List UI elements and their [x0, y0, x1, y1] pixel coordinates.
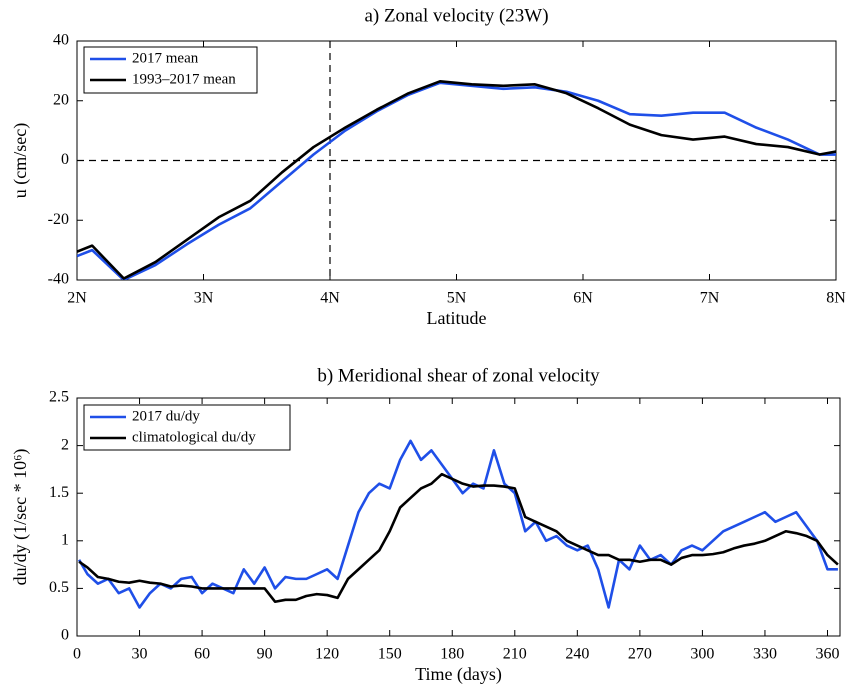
x-tick-label: 360	[815, 646, 839, 663]
y-tick-label: 40	[53, 32, 69, 49]
chart-title: b) Meridional shear of zonal velocity	[317, 365, 600, 386]
legend-label: climatological du/dy	[132, 429, 256, 445]
x-tick-label: 270	[628, 646, 652, 663]
x-tick-label: 120	[315, 646, 339, 663]
plot-lines	[77, 439, 839, 609]
x-tick-label: 240	[565, 646, 589, 663]
x-tick-label: 60	[194, 646, 210, 663]
data-line	[77, 81, 836, 280]
y-tick-label: 0	[61, 151, 69, 168]
x-tick-label: 8N	[826, 290, 846, 307]
legend-label: 2017 mean	[132, 50, 199, 66]
y-axis-label: u (cm/sec)	[10, 123, 31, 198]
data-line	[77, 439, 838, 609]
x-tick-label: 5N	[447, 290, 467, 307]
x-tick-label: 300	[690, 646, 714, 663]
x-tick-label: 2N	[67, 290, 87, 307]
y-tick-label: -40	[48, 271, 69, 288]
y-tick-label: 2.5	[49, 389, 69, 406]
data-line	[77, 80, 836, 280]
chart-title: a) Zonal velocity (23W)	[364, 5, 548, 26]
y-tick-label: 1	[61, 531, 69, 548]
y-tick-label: -20	[48, 211, 69, 228]
x-tick-label: 90	[257, 646, 273, 663]
x-tick-label: 0	[73, 646, 81, 663]
x-tick-label: 210	[503, 646, 527, 663]
x-tick-label: 6N	[573, 290, 593, 307]
y-tick-label: 2	[61, 436, 69, 453]
y-tick-label: 0	[61, 627, 69, 644]
x-axis-label: Time (days)	[415, 664, 502, 685]
y-tick-label: 20	[53, 91, 69, 108]
legend-box	[83, 46, 258, 94]
plot-lines	[77, 80, 836, 280]
legend-label: 1993–2017 mean	[132, 71, 236, 87]
y-axis-label: du/dy (1/sec * 10⁶)	[10, 449, 31, 586]
x-tick-label: 7N	[700, 290, 720, 307]
x-tick-label: 180	[440, 646, 464, 663]
x-tick-label: 30	[132, 646, 148, 663]
y-tick-label: 1.5	[49, 484, 69, 501]
x-tick-label: 330	[753, 646, 777, 663]
x-tick-label: 3N	[194, 290, 214, 307]
y-tick-label: 0.5	[49, 579, 69, 596]
legend-box	[83, 404, 291, 451]
x-tick-label: 150	[378, 646, 402, 663]
legend-label: 2017 du/dy	[132, 408, 200, 424]
data-line	[78, 472, 839, 604]
x-axis-label: Latitude	[427, 308, 487, 328]
x-tick-label: 4N	[320, 290, 340, 307]
